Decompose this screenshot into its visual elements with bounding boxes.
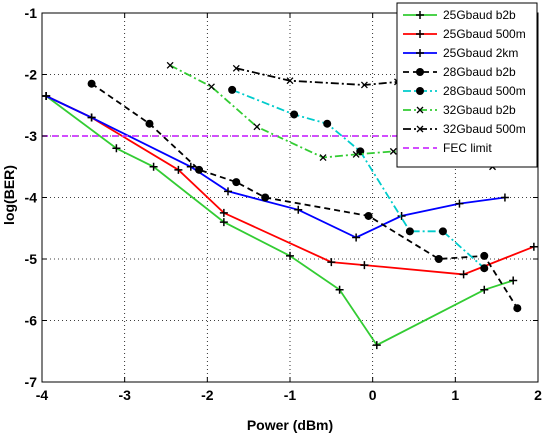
legend-label: 28Gbaud b2b (443, 65, 516, 79)
plus-marker (529, 242, 538, 251)
legend-entry: 28Gbaud b2b (403, 65, 516, 79)
dot-marker (438, 227, 447, 236)
plus-marker (294, 205, 303, 214)
y-tick-label: -6 (25, 313, 38, 329)
x-axis-label: Power (dBm) (247, 417, 333, 433)
legend-label: FEC limit (443, 141, 492, 155)
plus-marker (509, 276, 518, 285)
x-tick-label: 1 (451, 387, 459, 403)
plus-marker (360, 261, 369, 270)
y-tick-label: -2 (25, 67, 38, 83)
dot-marker (480, 251, 489, 260)
legend-label: 32Gbaud b2b (443, 103, 516, 117)
x-marker (286, 77, 294, 85)
plus-marker (219, 218, 228, 227)
dot-marker (364, 211, 373, 220)
dot-marker (232, 178, 241, 187)
dot-marker (480, 264, 489, 273)
plus-marker (500, 193, 509, 202)
x-marker (319, 154, 327, 161)
legend-entry: FEC limit (403, 141, 492, 155)
plus-marker (455, 199, 464, 208)
x-tick-label: 0 (369, 387, 377, 403)
dot-marker (261, 193, 270, 202)
plus-marker (327, 258, 336, 267)
dot-marker (434, 255, 443, 263)
y-tick-label: -7 (25, 374, 38, 390)
plus-marker (224, 187, 232, 196)
x-tick-label: -2 (201, 387, 214, 403)
series-28gbaud-b2b (87, 79, 522, 313)
legend-entry: 32Gbaud 500m (403, 122, 526, 136)
plus-marker (372, 341, 381, 350)
plus-marker (459, 270, 468, 279)
x-marker (360, 81, 368, 89)
legend-entry: 25Gbaud b2b (403, 8, 516, 22)
x-marker (166, 61, 174, 69)
series-25gbaud-2km (42, 92, 509, 242)
legend-entry: 25Gbaud 500m (403, 27, 526, 41)
legend-label: 25Gbaud 500m (443, 27, 526, 41)
x-marker (232, 64, 240, 72)
series-line (45, 95, 535, 276)
plus-marker (416, 11, 424, 19)
legend-entry: 25Gbaud 2km (403, 46, 518, 60)
plus-marker (186, 162, 195, 171)
dot-marker (145, 119, 154, 128)
dot-marker (195, 165, 204, 174)
plus-marker (352, 233, 361, 242)
legend-label: 32Gbaud 500m (443, 122, 526, 136)
plus-marker (335, 285, 344, 294)
dot-marker (290, 110, 299, 119)
x-marker (416, 106, 424, 114)
x-marker (416, 125, 424, 133)
dot-marker (228, 85, 237, 94)
x-marker (208, 83, 215, 91)
legend-label: 25Gbaud b2b (443, 8, 516, 22)
plus-marker (397, 211, 406, 220)
series-25gbaud-b2b (42, 92, 518, 350)
plus-marker (112, 144, 121, 153)
plus-marker (416, 30, 424, 38)
plus-marker (416, 49, 424, 57)
dot-marker (87, 79, 96, 88)
x-marker (253, 123, 261, 131)
y-tick-label: -5 (25, 251, 38, 267)
plus-marker (149, 162, 158, 171)
legend-label: 25Gbaud 2km (443, 46, 518, 60)
x-tick-label: -3 (118, 387, 131, 403)
dot-marker (323, 119, 332, 128)
legend: 25Gbaud b2b 25Gbaud 500m 25Gbaud 2km 28Gbau… (396, 2, 538, 168)
plus-marker (42, 92, 51, 101)
dot-marker (416, 87, 424, 95)
axes: -4 -3 -2 -1 0 1 2 -1 -2 -3 -4 -5 -6 -7 (25, 5, 543, 403)
legend-entry: 32Gbaud b2b (403, 103, 516, 117)
plus-marker (286, 251, 294, 260)
x-tick-label: 2 (534, 387, 542, 403)
x-tick-label: -4 (36, 387, 49, 403)
x-marker (389, 147, 397, 155)
dot-marker (416, 68, 424, 76)
y-tick-label: -4 (25, 190, 38, 206)
x-marker (352, 150, 360, 158)
dot-marker (513, 304, 522, 313)
x-tick-label: -1 (284, 387, 297, 403)
plus-marker (219, 208, 228, 217)
series-28gbaud-500m (228, 85, 489, 273)
y-axis-label: log(BER) (1, 165, 17, 225)
y-tick-label: -1 (25, 5, 38, 21)
legend-label: 28Gbaud 500m (443, 84, 526, 98)
dot-marker (405, 227, 414, 236)
y-tick-label: -3 (25, 128, 38, 144)
plus-marker (174, 165, 183, 174)
legend-entry: 28Gbaud 500m (403, 84, 526, 98)
plus-marker (87, 113, 96, 122)
plus-marker (480, 285, 489, 294)
